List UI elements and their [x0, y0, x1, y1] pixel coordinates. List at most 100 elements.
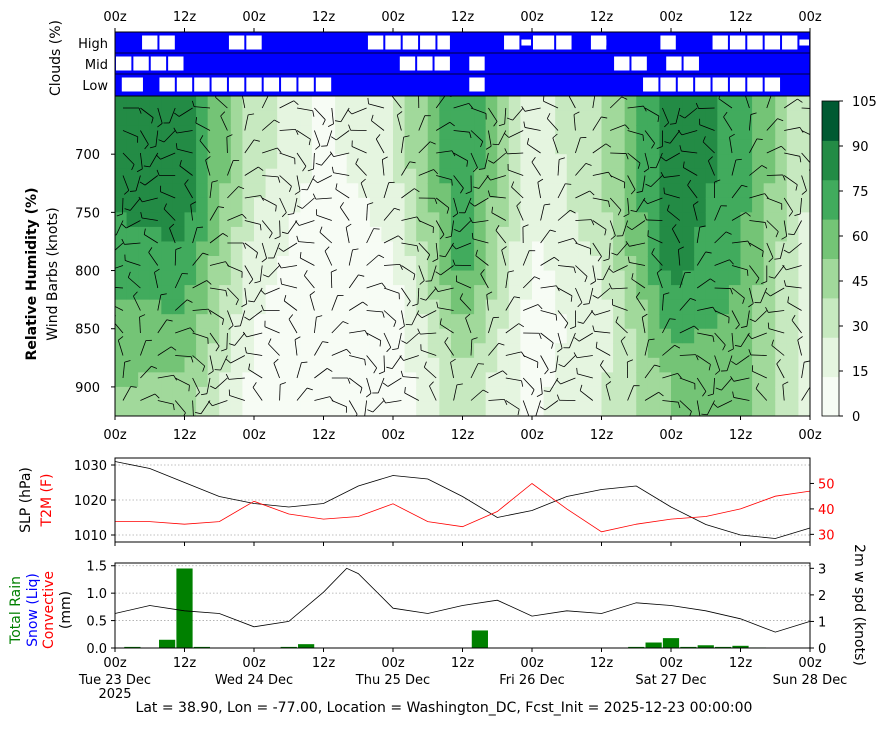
wind-barb-staff	[331, 400, 347, 408]
wind-barb-staff	[750, 354, 767, 356]
cloud-clear-block	[712, 77, 728, 92]
rh-cell	[149, 168, 162, 184]
wind-barb-staff	[244, 265, 254, 280]
rh-cell	[647, 168, 661, 184]
wind-barb-flag	[595, 341, 598, 348]
rh-cell	[288, 197, 301, 213]
wind-barb-flag	[765, 306, 769, 313]
wind-barb-staff	[675, 107, 681, 124]
wind-tick-label: 1	[818, 615, 826, 630]
wind-barb-flag	[465, 313, 471, 319]
rh-cell	[311, 270, 325, 286]
rh-cell	[647, 343, 661, 359]
rh-cell	[126, 110, 139, 126]
rh-cell	[288, 328, 301, 344]
wind-barb-staff	[444, 342, 454, 356]
wind-barb-staff	[687, 184, 698, 199]
rh-cell	[474, 226, 487, 243]
rh-cell	[497, 139, 510, 155]
wind-barb-flag	[371, 114, 374, 121]
wind-barb-flag	[248, 363, 251, 370]
rh-cell	[694, 285, 707, 301]
wind-barb-flag	[217, 206, 224, 208]
rh-cell	[393, 270, 406, 286]
meteogram-svg: High Mid Low Clouds (%) 00z 12z 00z 12z 00z 1…	[8, 10, 877, 702]
wind-barb-flag	[761, 281, 767, 285]
wind-barb-staff	[296, 387, 308, 401]
rh-cell	[439, 372, 452, 388]
rh-cell	[624, 299, 637, 315]
rh-cell	[439, 110, 452, 126]
rh-cell	[404, 285, 417, 301]
rh-cell	[636, 226, 649, 243]
wind-barb-flag	[565, 183, 572, 185]
wind-barb-flag	[549, 229, 556, 232]
wind-barb-flag	[149, 145, 156, 149]
rh-cell	[555, 270, 568, 286]
rh-cell	[786, 343, 800, 359]
cloud-clear-block	[246, 77, 262, 92]
rh-cell	[775, 343, 788, 359]
wind-barb-staff	[296, 175, 301, 192]
rh-cell	[288, 168, 301, 184]
rh-cell	[138, 110, 151, 126]
wind-barb-flag	[747, 334, 753, 340]
rh-cell	[520, 241, 533, 257]
rh-cell	[346, 270, 359, 286]
wind-barb-staff	[629, 262, 646, 266]
wind-barb-flag	[695, 102, 699, 109]
wind-barb-flag	[660, 171, 665, 178]
colorbar-tick-label: 0	[852, 410, 860, 425]
rh-cell	[682, 299, 695, 315]
rh-cell	[277, 328, 290, 344]
precip-x-tick-label: 12z	[451, 656, 475, 671]
wind-barb-staff	[261, 220, 273, 234]
cloud-clear-block	[660, 77, 676, 92]
rh-cell	[242, 241, 255, 257]
wind-barb-staff	[622, 220, 628, 236]
wind-barb-flag	[677, 129, 683, 136]
rh-cell	[497, 328, 510, 344]
wind-barb-staff	[453, 130, 470, 133]
rh-cell	[659, 314, 672, 330]
wind-barb-flag	[755, 278, 760, 284]
wind-barb-flag	[577, 321, 584, 324]
wind-barb-staff	[435, 220, 445, 235]
rh-cell	[219, 110, 232, 126]
rh-cell	[416, 125, 429, 141]
rh-cell	[184, 401, 197, 416]
forecast-info-footer: Lat = 38.90, Lon = -77.00, Location = Wa…	[135, 700, 753, 716]
wind-barb-flag	[288, 314, 294, 320]
rh-cell	[149, 110, 162, 126]
rh-cell	[404, 212, 417, 228]
wind-barb-flag	[748, 303, 754, 308]
cloud-clear-block	[596, 39, 607, 46]
wind-barb-staff	[667, 210, 681, 221]
rh-cell	[613, 154, 626, 170]
rh-cell	[485, 168, 498, 184]
wind-barb-staff	[524, 107, 541, 112]
wind-barb-flag	[579, 384, 583, 391]
rh-cell	[439, 154, 452, 170]
wind-barb-flag	[788, 233, 795, 236]
rh-cell	[115, 241, 128, 257]
wind-barb-staff	[679, 298, 691, 311]
rh-cell	[300, 299, 313, 315]
rh-cell	[659, 285, 672, 301]
rh-cell	[416, 197, 429, 213]
rh-cell	[636, 139, 649, 155]
wind-barb-flag	[163, 203, 167, 210]
wind-barb-flag	[382, 156, 388, 160]
rh-cell	[219, 401, 232, 416]
wind-barb-staff	[418, 265, 425, 281]
wind-barb-flag	[764, 222, 768, 229]
rh-cell	[138, 299, 151, 315]
rh-cell	[763, 212, 776, 228]
rh-cell	[705, 372, 718, 388]
wind-barb-staff	[315, 197, 332, 200]
rh-cell	[323, 241, 336, 257]
wind-barb-flag	[416, 245, 419, 252]
wind-barb-flag	[781, 145, 786, 151]
rh-cell	[705, 226, 718, 243]
rh-cell	[450, 270, 464, 286]
